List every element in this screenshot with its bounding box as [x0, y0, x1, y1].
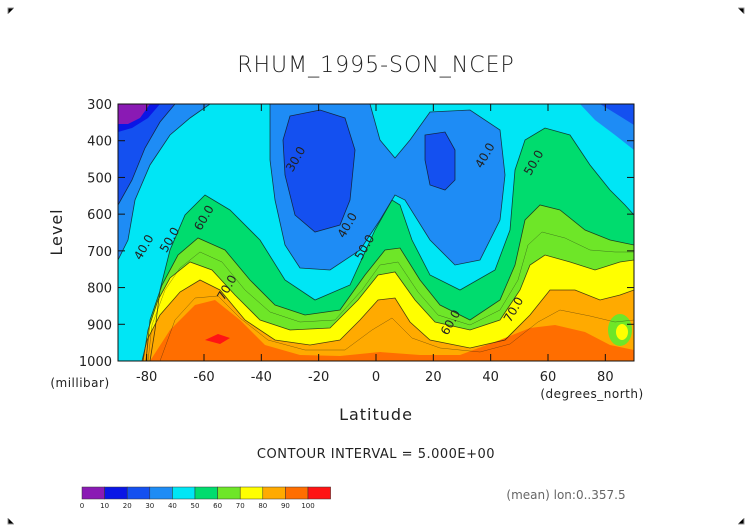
colorbar-swatch [81, 486, 105, 500]
colorbar-label: 100 [301, 502, 314, 510]
colorbar-label: 90 [281, 502, 290, 510]
colorbar-swatch [239, 486, 264, 500]
colorbar-swatch [262, 486, 286, 500]
y-tick-label: 900 [87, 318, 112, 333]
chart-title: RHUM_1995-SON_NCEP [237, 53, 515, 78]
band-20-30-north [425, 132, 455, 190]
y-axis-title: Level [47, 208, 66, 255]
band-right-bump-core [616, 324, 628, 340]
minor-contours [147, 231, 634, 361]
colorbar-label: 10 [100, 502, 109, 510]
band-20-30-left [118, 104, 175, 205]
colorbar-label: 70 [236, 502, 245, 510]
colorbar-label: 30 [145, 502, 154, 510]
contour-lines [118, 104, 634, 361]
band-20-30-south [283, 110, 355, 232]
x-axis-unit: (degrees_north) [540, 387, 643, 401]
colorbar-label: 20 [123, 502, 132, 510]
colorbar-label: 40 [168, 502, 177, 510]
y-tick-label: 1000 [79, 355, 112, 370]
colorbar-swatch [217, 486, 241, 500]
colorbar: 0 10 20 30 40 50 60 70 80 90 100 [80, 486, 331, 510]
x-tick-label: 80 [597, 370, 614, 385]
axes: -80 -60 -40 -20 0 20 40 60 80 300 400 500 600 700 800 9… [79, 98, 634, 385]
x-tick-label: -80 [136, 370, 157, 385]
plot-area [118, 104, 634, 361]
x-tick-label: -20 [308, 370, 329, 385]
y-tick-label: 600 [87, 208, 112, 223]
x-tick-label: 60 [540, 370, 557, 385]
colorbar-label: 0 [80, 502, 84, 510]
band-90-100-peak [175, 318, 290, 361]
colorbar-swatch [172, 486, 196, 500]
colorbar-swatch [104, 486, 128, 500]
x-tick-label: -40 [251, 370, 272, 385]
y-tick-label: 400 [87, 135, 112, 150]
contour-interval-label: CONTOUR INTERVAL = 5.000E+00 [257, 447, 495, 462]
x-axis-title: Latitude [339, 405, 413, 424]
band-100 [205, 334, 230, 344]
y-tick-label: 500 [87, 171, 112, 186]
x-tick-label: -60 [193, 370, 214, 385]
colorbar-swatch [126, 486, 151, 500]
colorbar-swatch [149, 486, 173, 500]
band-90-100 [150, 300, 634, 361]
x-tick-label: 40 [482, 370, 499, 385]
colorbar-label: 50 [191, 502, 200, 510]
y-tick-label: 300 [87, 98, 112, 113]
colorbar-swatch [285, 486, 309, 500]
footnote: (mean) lon:0..357.5 [506, 488, 625, 502]
corner-marks [7, 7, 745, 525]
colorbar-swatch [194, 486, 218, 500]
band-0-10-left [118, 104, 150, 124]
y-tick-label: 800 [87, 282, 112, 297]
y-tick-label: 700 [87, 245, 112, 260]
colorbar-label: 60 [213, 502, 222, 510]
band-20-30-right [600, 104, 634, 125]
colorbar-label: 80 [258, 502, 267, 510]
x-tick-label: 0 [372, 370, 380, 385]
x-tick-label: 20 [425, 370, 442, 385]
y-axis-unit: (millibar) [50, 376, 109, 390]
colorbar-swatch [307, 486, 331, 500]
